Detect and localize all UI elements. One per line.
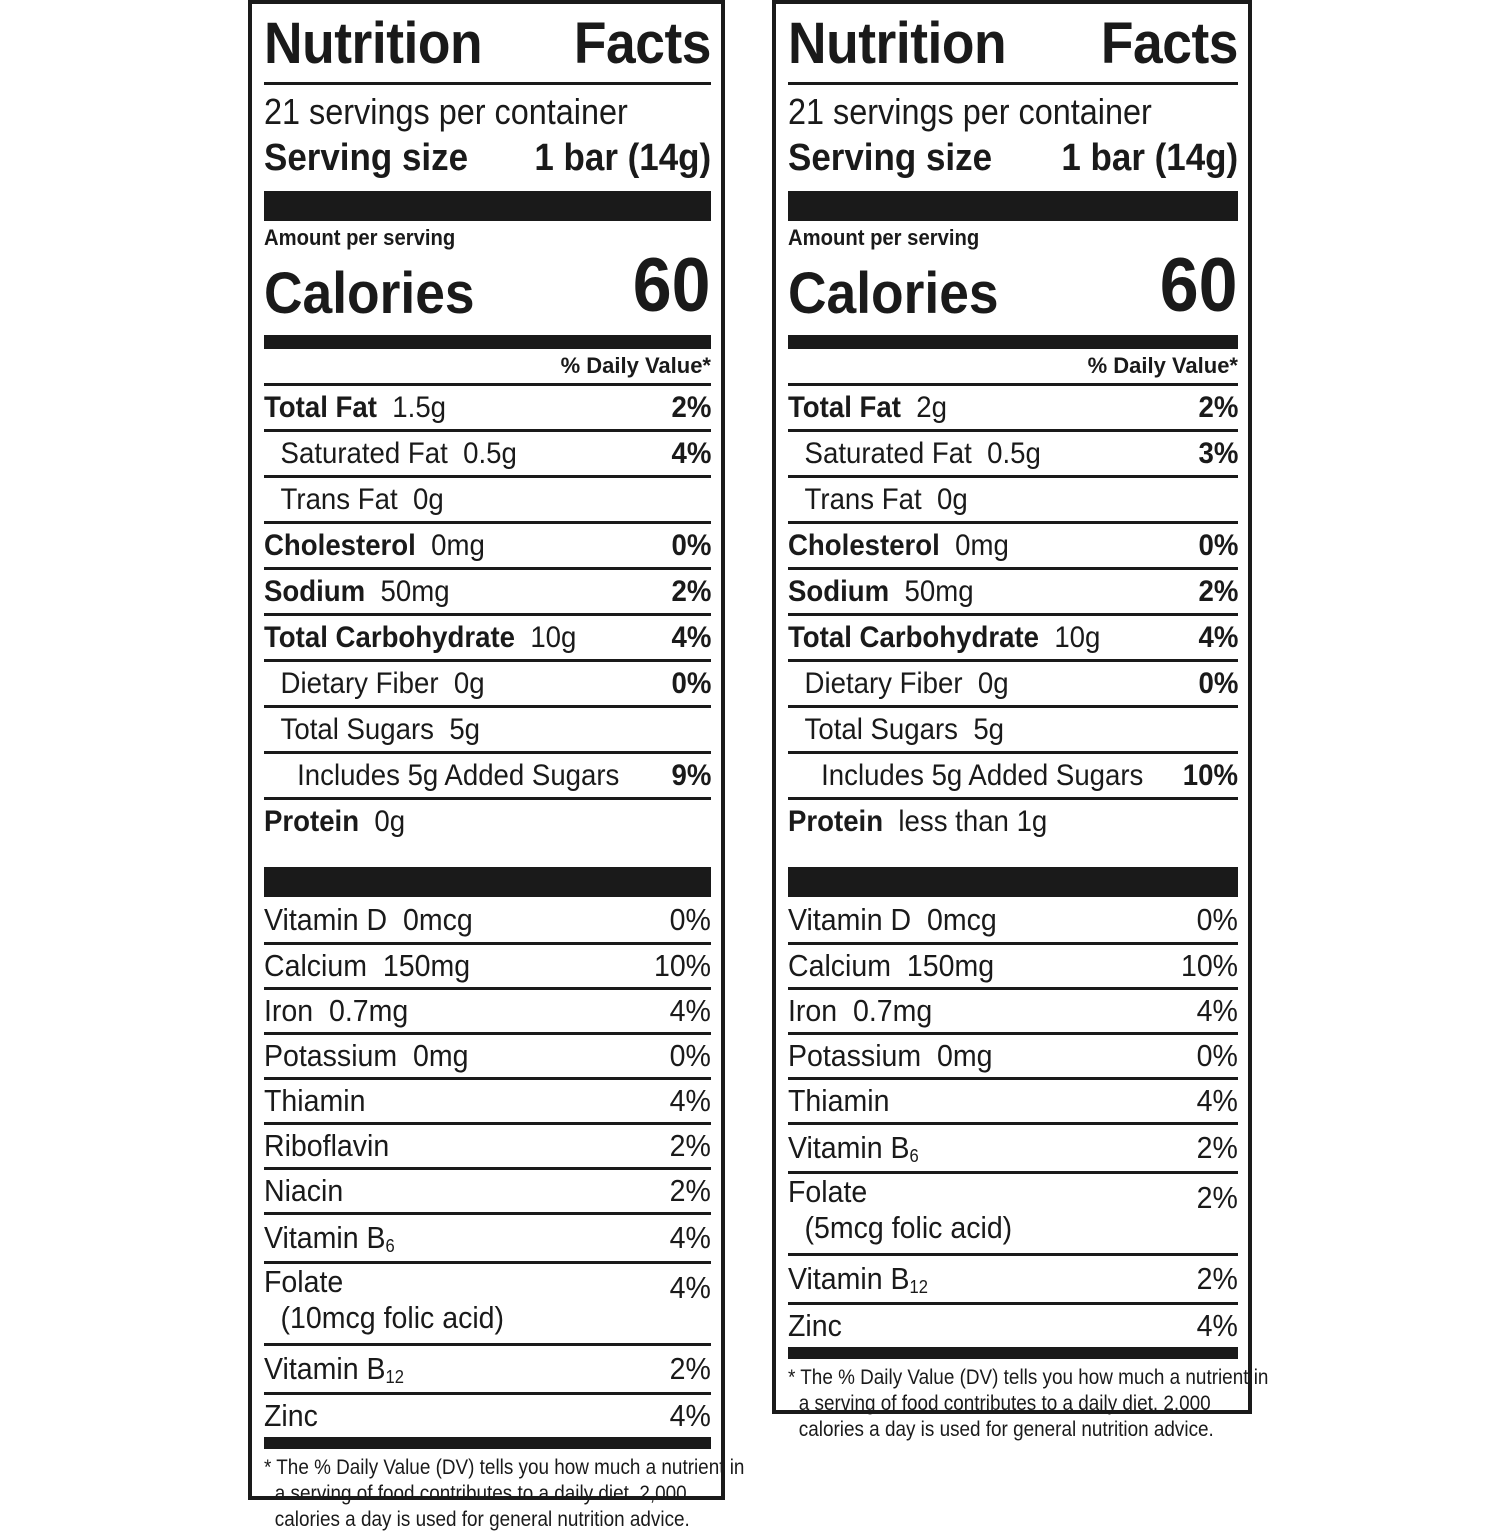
- vitamin-row-vitamin-b6: Vitamin B6 4%: [264, 1212, 711, 1261]
- nutrient-row-sodium: Sodium 50mg 2%: [264, 567, 711, 613]
- serving-size: Serving size 1 bar (14g): [788, 135, 1238, 181]
- vitamin-row-thiamin: Thiamin 4%: [264, 1077, 711, 1122]
- vitamin-row-vitamin-b6: Vitamin B6 2%: [788, 1122, 1238, 1171]
- nutrient-row-added-sugars: Includes 5g Added Sugars 9%: [264, 751, 711, 797]
- vitamin-row-vitamin-b12: Vitamin B12 2%: [788, 1253, 1238, 1302]
- thick-divider: [788, 867, 1238, 897]
- serving-size-value: 1 bar (14g): [1061, 137, 1238, 179]
- vitamin-row-potassium: Potassium 0mg 0%: [788, 1032, 1238, 1077]
- nutrient-row-dietary-fiber: Dietary Fiber 0g 0%: [264, 659, 711, 705]
- vitamin-row-calcium: Calcium 150mg 10%: [788, 942, 1238, 987]
- vitamin-row-potassium: Potassium 0mg 0%: [264, 1032, 711, 1077]
- nutrient-row-total-sugars: Total Sugars 5g: [264, 705, 711, 751]
- label-title: Nutrition Facts: [264, 8, 711, 80]
- thick-divider: [264, 191, 711, 221]
- daily-value-header: % Daily Value*: [560, 353, 711, 378]
- nutrient-row-dietary-fiber: Dietary Fiber 0g 0%: [788, 659, 1238, 705]
- vitamin-row-thiamin: Thiamin 4%: [788, 1077, 1238, 1122]
- footnote-divider: [788, 1347, 1238, 1359]
- nutrient-row-sodium: Sodium 50mg 2%: [788, 567, 1238, 613]
- calories-value: 60: [633, 243, 711, 328]
- nutrient-row-total-carbohydrate: Total Carbohydrate 10g 4%: [264, 613, 711, 659]
- serving-size-label: Serving size: [788, 137, 993, 179]
- thick-divider: [264, 867, 711, 897]
- title-left: Nutrition: [788, 11, 1007, 76]
- nutrient-row-saturated-fat: Saturated Fat 0.5g 3%: [788, 429, 1238, 475]
- footnote-divider: [264, 1437, 711, 1449]
- nutrient-row-total-fat: Total Fat 1.5g 2%: [264, 383, 711, 429]
- vitamin-row-zinc: Zinc 4%: [788, 1302, 1238, 1347]
- calories-row: Calories 60: [264, 247, 711, 326]
- servings-per-container: 21 servings per container: [788, 91, 1152, 132]
- divider: [788, 82, 1238, 85]
- nutrient-row-total-carbohydrate: Total Carbohydrate 10g 4%: [788, 613, 1238, 659]
- label-title: Nutrition Facts: [788, 8, 1238, 80]
- amount-per-serving: Amount per serving: [788, 225, 980, 250]
- nutrient-row-cholesterol: Cholesterol 0mg 0%: [788, 521, 1238, 567]
- nutrient-row-total-fat: Total Fat 2g 2%: [788, 383, 1238, 429]
- nutrient-row-added-sugars: Includes 5g Added Sugars 10%: [788, 751, 1238, 797]
- vitamin-row-zinc: Zinc 4%: [264, 1392, 711, 1437]
- amount-per-serving: Amount per serving: [264, 225, 456, 250]
- nutrient-row-saturated-fat: Saturated Fat 0.5g 4%: [264, 429, 711, 475]
- divider: [264, 82, 711, 85]
- nutrient-row-trans-fat: Trans Fat 0g: [264, 475, 711, 521]
- nutrient-row-trans-fat: Trans Fat 0g: [788, 475, 1238, 521]
- calories-divider: [264, 335, 711, 349]
- nutrient-row-cholesterol: Cholesterol 0mg 0%: [264, 521, 711, 567]
- nutrient-row-protein: Protein less than 1g: [788, 797, 1238, 843]
- footnote: * The % Daily Value (DV) tells you how m…: [264, 1456, 745, 1531]
- footnote: * The % Daily Value (DV) tells you how m…: [788, 1366, 1269, 1441]
- calories-label: Calories: [264, 261, 475, 326]
- vitamin-row-niacin: Niacin 2%: [264, 1167, 711, 1212]
- vitamin-row-calcium: Calcium 150mg 10%: [264, 942, 711, 987]
- nutrition-label-left: Nutrition Facts 21 servings per containe…: [248, 0, 744, 1531]
- vitamin-row-folate: Folate (5mcg folic acid) 2%: [788, 1171, 1238, 1253]
- title-left: Nutrition: [264, 11, 483, 76]
- title-right: Facts: [573, 11, 712, 76]
- serving-size: Serving size 1 bar (14g): [264, 135, 711, 181]
- vitamin-row-iron: Iron 0.7mg 4%: [788, 987, 1238, 1032]
- serving-size-label: Serving size: [264, 137, 469, 179]
- vitamin-row-vitamin-d: Vitamin D 0mcg 0%: [788, 901, 1238, 937]
- nutrition-label-right: Nutrition Facts 21 servings per containe…: [772, 0, 1268, 1441]
- calories-value: 60: [1160, 243, 1238, 328]
- nutrient-row-total-sugars: Total Sugars 5g: [788, 705, 1238, 751]
- vitamin-row-vitamin-b12: Vitamin B12 2%: [264, 1343, 711, 1392]
- servings-per-container: 21 servings per container: [264, 91, 628, 132]
- calories-divider: [788, 335, 1238, 349]
- daily-value-header: % Daily Value*: [1087, 353, 1238, 378]
- serving-size-value: 1 bar (14g): [534, 137, 711, 179]
- vitamin-row-folate: Folate (10mcg folic acid) 4%: [264, 1261, 711, 1343]
- calories-row: Calories 60: [788, 247, 1238, 326]
- title-right: Facts: [1100, 11, 1239, 76]
- vitamin-row-iron: Iron 0.7mg 4%: [264, 987, 711, 1032]
- nutrient-row-protein: Protein 0g: [264, 797, 711, 843]
- vitamin-row-vitamin-d: Vitamin D 0mcg 0%: [264, 901, 711, 937]
- vitamin-row-riboflavin: Riboflavin 2%: [264, 1122, 711, 1167]
- calories-label: Calories: [788, 261, 999, 326]
- thick-divider: [788, 191, 1238, 221]
